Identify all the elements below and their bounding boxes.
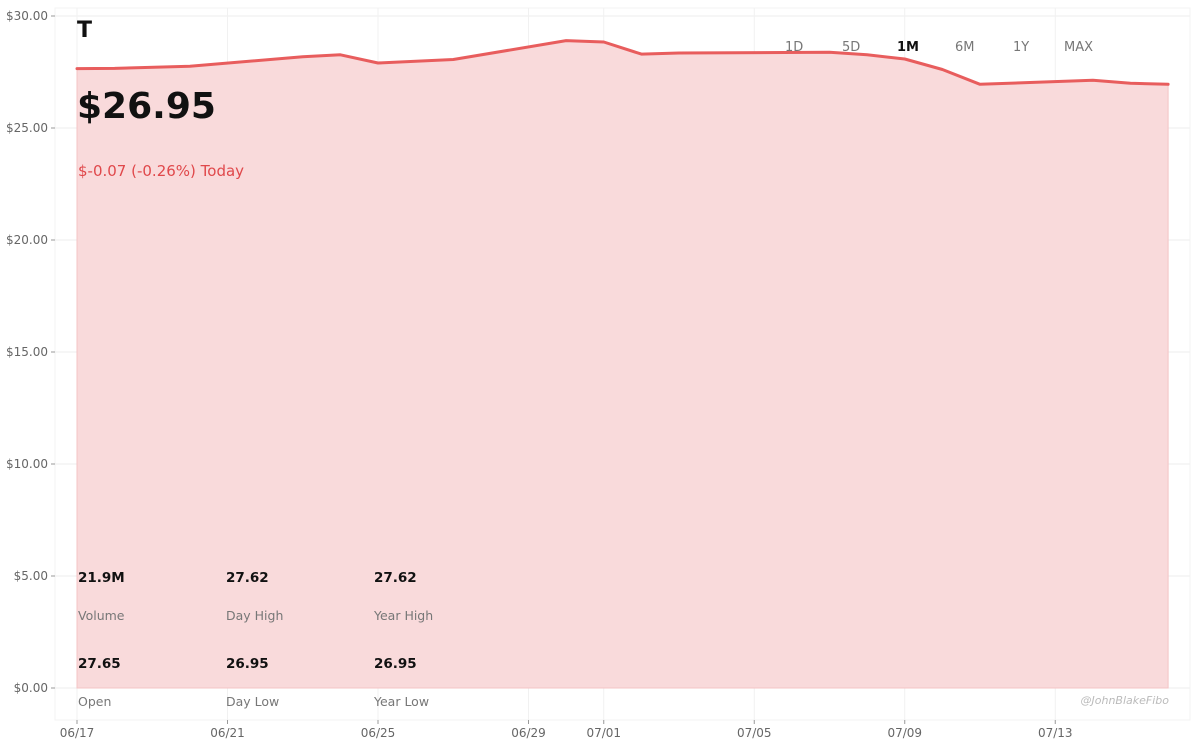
plot-frame xyxy=(54,7,1191,721)
watermark: @JohnBlakeFibo xyxy=(1080,694,1170,707)
stat-label-year-low: Year Low xyxy=(374,694,430,709)
x-tick-label: 07/05 xyxy=(737,726,772,740)
range-button-max[interactable]: MAX xyxy=(1064,40,1094,55)
stat-value-open: 27.65 xyxy=(78,656,121,672)
y-tick-label: $15.00 xyxy=(6,345,48,359)
range-button-1m[interactable]: 1M xyxy=(897,40,919,55)
y-tick-label: $5.00 xyxy=(14,569,48,583)
stat-value-year-high: 27.62 xyxy=(374,570,417,586)
x-tick-label: 07/13 xyxy=(1038,726,1073,740)
stat-label-year-high: Year High xyxy=(374,608,434,623)
x-tick-label: 07/01 xyxy=(586,726,621,740)
y-tick-label: $20.00 xyxy=(6,233,48,247)
stat-value-year-low: 26.95 xyxy=(374,656,417,672)
x-tick-label: 06/17 xyxy=(60,726,95,740)
stat-label-day-high: Day High xyxy=(226,608,284,623)
stat-label-volume: Volume xyxy=(78,608,125,623)
price-change: $-0.07 (-0.26%) Today xyxy=(78,162,245,180)
stat-value-day-high: 27.62 xyxy=(226,570,269,586)
stat-label-open: Open xyxy=(78,694,112,709)
y-tick-label: $0.00 xyxy=(14,681,48,695)
stat-value-day-low: 26.95 xyxy=(226,656,269,672)
stat-label-day-low: Day Low xyxy=(226,694,280,709)
current-price: $26.95 xyxy=(77,86,216,127)
range-button-6m[interactable]: 6M xyxy=(955,40,975,55)
range-button-5d[interactable]: 5D xyxy=(842,40,861,55)
ticker-symbol: T xyxy=(77,18,93,43)
y-tick-label: $25.00 xyxy=(6,121,48,135)
range-button-1y[interactable]: 1Y xyxy=(1013,40,1030,55)
price-area-fill xyxy=(76,40,1169,689)
y-tick-label: $30.00 xyxy=(6,9,48,23)
x-tick-label: 06/29 xyxy=(511,726,546,740)
range-button-1d[interactable]: 1D xyxy=(785,40,804,55)
x-tick-label: 06/21 xyxy=(210,726,245,740)
x-tick-label: 06/25 xyxy=(361,726,396,740)
y-tick-label: $10.00 xyxy=(6,457,48,471)
x-tick-label: 07/09 xyxy=(887,726,922,740)
stat-value-volume: 21.9M xyxy=(78,570,125,586)
